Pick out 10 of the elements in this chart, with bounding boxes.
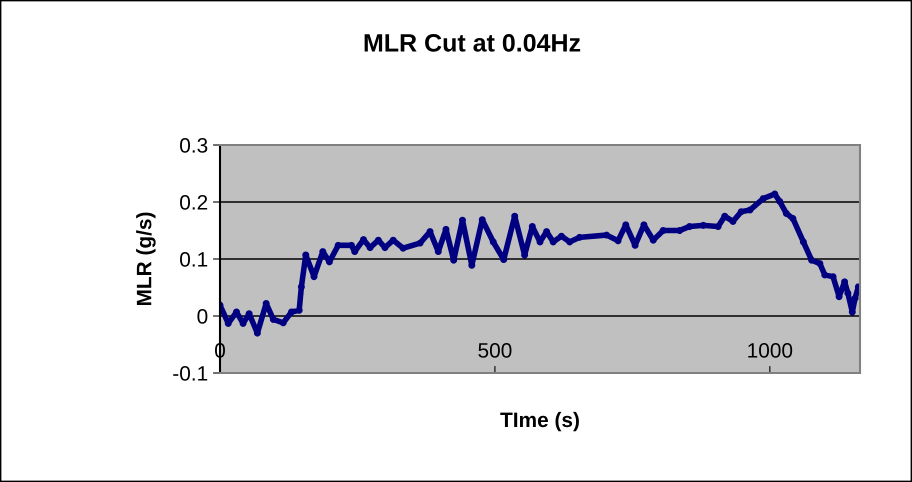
x-tick-label: 500 (478, 342, 512, 358)
y-tick-label: -0.1 (173, 366, 208, 381)
y-tick-label: 0 (197, 309, 208, 324)
y-axis-title: MLR (g/s) (136, 212, 156, 306)
y-tick-label: 0.2 (180, 195, 208, 210)
y-tick-label: 0.1 (180, 252, 208, 267)
x-axis-title: TIme (s) (500, 412, 579, 432)
chart-title: MLR Cut at 0.04Hz (364, 34, 580, 52)
x-tick-label: 1000 (748, 342, 792, 358)
y-tick-label: 0.3 (180, 138, 208, 153)
